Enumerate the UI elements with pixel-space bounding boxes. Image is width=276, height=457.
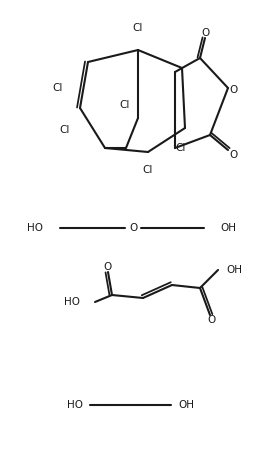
Text: O: O: [230, 150, 238, 160]
Text: O: O: [202, 28, 210, 38]
Text: OH: OH: [220, 223, 236, 233]
Text: O: O: [104, 262, 112, 272]
Text: Cl: Cl: [120, 100, 130, 110]
Text: OH: OH: [178, 400, 194, 410]
Text: Cl: Cl: [143, 165, 153, 175]
Text: O: O: [230, 85, 238, 95]
Text: Cl: Cl: [60, 125, 70, 135]
Text: HO: HO: [27, 223, 43, 233]
Text: HO: HO: [67, 400, 83, 410]
Text: HO: HO: [64, 297, 80, 307]
Text: OH: OH: [226, 265, 242, 275]
Text: O: O: [129, 223, 137, 233]
Text: Cl: Cl: [133, 23, 143, 33]
Text: O: O: [208, 315, 216, 325]
Text: Cl: Cl: [175, 143, 185, 153]
Text: Cl: Cl: [53, 83, 63, 93]
